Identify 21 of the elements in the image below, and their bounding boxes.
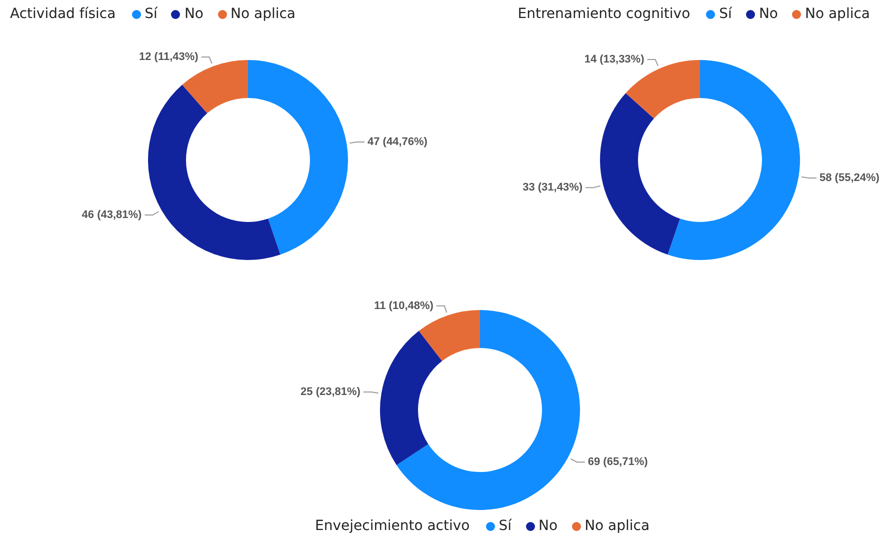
legend-label: No aplica [584, 518, 650, 534]
data-label: 46 (43,81%) [82, 209, 142, 222]
data-label: 12 (11,43%) [139, 51, 199, 64]
legend-label: Sí [719, 6, 732, 22]
data-label: 11 (10,48%) [374, 300, 434, 312]
data-label: 69 (65,71%) [588, 456, 648, 468]
data-label: 47 (44,76%) [368, 136, 428, 148]
data-label: 25 (23,81%) [300, 386, 361, 398]
legend-label: No [538, 518, 558, 534]
legend-label: Sí [144, 6, 158, 22]
data-label: 14 (13,33%) [584, 54, 645, 66]
legend-label: No aplica [230, 6, 296, 22]
data-label: 58 (55,24%) [820, 172, 880, 184]
legend-title: Entrenamiento cognitivo [518, 6, 690, 22]
legend-title: Envejecimiento activo [315, 518, 470, 534]
legend-label: No [184, 6, 204, 22]
legend-label: No [758, 6, 778, 22]
legend-label: No aplica [804, 6, 870, 22]
data-label: 33 (31,43%) [522, 182, 583, 194]
legend-label: Sí [498, 518, 512, 534]
legend-title: Actividad física [10, 6, 116, 22]
